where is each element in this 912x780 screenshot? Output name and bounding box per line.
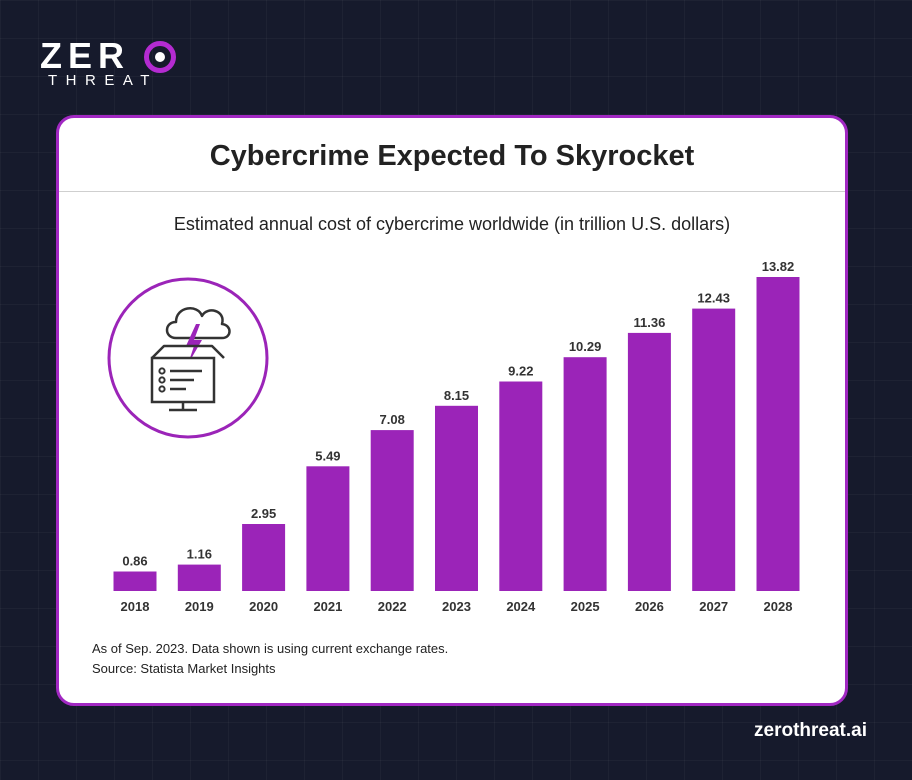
bar-2021 bbox=[306, 466, 350, 591]
chart-source: Source: Statista Market Insights bbox=[92, 661, 276, 676]
website-url: zerothreat.ai bbox=[754, 720, 867, 741]
bar-2024 bbox=[499, 381, 543, 591]
x-tick-label-2019: 2019 bbox=[185, 599, 214, 614]
bar-2022 bbox=[370, 430, 414, 591]
value-label-2020: 2.95 bbox=[251, 506, 276, 521]
logo-wordmark: ZER bbox=[40, 35, 130, 76]
x-tick-label-2023: 2023 bbox=[442, 599, 471, 614]
value-label-2021: 5.49 bbox=[315, 448, 340, 463]
logo-o-dot bbox=[155, 52, 165, 62]
value-label-2018: 0.86 bbox=[122, 554, 147, 569]
cloud-server-lightning-icon bbox=[106, 276, 270, 440]
value-label-2024: 9.22 bbox=[508, 364, 533, 379]
x-tick-label-2018: 2018 bbox=[121, 599, 150, 614]
value-label-2025: 10.29 bbox=[569, 339, 602, 354]
x-tick-label-2025: 2025 bbox=[571, 599, 600, 614]
value-label-2027: 12.43 bbox=[697, 291, 730, 306]
x-tick-label-2020: 2020 bbox=[249, 599, 278, 614]
bar-2027 bbox=[692, 308, 736, 591]
bar-2025 bbox=[563, 357, 607, 591]
bar-2023 bbox=[435, 405, 478, 591]
logo-subtext: THREAT bbox=[48, 72, 158, 89]
logo-o-ring bbox=[144, 41, 176, 73]
bar-2019 bbox=[177, 564, 221, 591]
x-tick-label-2027: 2027 bbox=[699, 599, 728, 614]
bar-chart: 0.86 2018 1.16 2019 2.95 2020 5.49 2021 7.08 2022… bbox=[113, 259, 800, 614]
value-label-2026: 11.36 bbox=[633, 315, 665, 330]
bar-2020 bbox=[242, 524, 286, 591]
x-tick-label-2024: 2024 bbox=[506, 599, 536, 614]
bar-2026 bbox=[627, 332, 671, 591]
chart-subtitle: Estimated annual cost of cybercrime worl… bbox=[173, 214, 731, 234]
x-tick-label-2021: 2021 bbox=[313, 599, 342, 614]
title-divider bbox=[59, 191, 845, 192]
bar-2028 bbox=[756, 277, 800, 591]
x-tick-label-2028: 2028 bbox=[764, 599, 793, 614]
value-label-2022: 7.08 bbox=[380, 412, 405, 427]
value-label-2019: 1.16 bbox=[187, 547, 212, 562]
x-tick-label-2022: 2022 bbox=[378, 599, 407, 614]
value-label-2023: 8.15 bbox=[444, 388, 469, 403]
value-label-2028: 13.82 bbox=[762, 259, 795, 274]
bar-2018 bbox=[113, 571, 157, 591]
chart-note: As of Sep. 2023. Data shown is using cur… bbox=[92, 641, 449, 656]
chart-card: Cybercrime Expected To Skyrocket Estimat… bbox=[56, 115, 848, 706]
x-tick-label-2026: 2026 bbox=[635, 599, 664, 614]
chart-title: Cybercrime Expected To Skyrocket bbox=[209, 140, 695, 172]
